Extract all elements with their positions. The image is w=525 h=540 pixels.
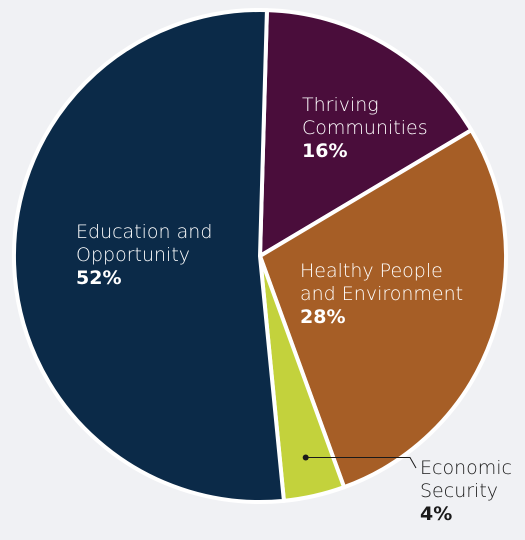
slice-healthy-people <box>258 128 508 490</box>
slice-percent: 28% <box>300 306 346 328</box>
slice-percent: 4% <box>420 503 453 525</box>
slice-name-line: Thriving <box>302 94 379 116</box>
slice-name-line: and Environment <box>300 283 464 305</box>
slice-name-line: Communities <box>302 117 428 139</box>
slice-education-opportunity <box>11 8 286 504</box>
slice-thriving-communities <box>258 8 474 258</box>
slice-name-line: Education and <box>76 221 213 243</box>
slice-name-line: Economic <box>420 457 512 479</box>
label-economic-security: Economic Security 4% <box>420 457 512 526</box>
leader-line <box>305 457 417 469</box>
label-healthy-people: Healthy People and Environment 28% <box>300 260 463 329</box>
slice-name-line: Healthy People <box>300 260 443 282</box>
label-thriving-communities: Thriving Communities 16% <box>302 94 428 163</box>
slice-percent: 16% <box>302 140 348 162</box>
label-education-opportunity: Education and Opportunity 52% <box>76 221 212 290</box>
slice-name-line: Security <box>420 480 499 502</box>
slice-percent: 52% <box>76 267 122 289</box>
slice-name-line: Opportunity <box>76 244 191 266</box>
